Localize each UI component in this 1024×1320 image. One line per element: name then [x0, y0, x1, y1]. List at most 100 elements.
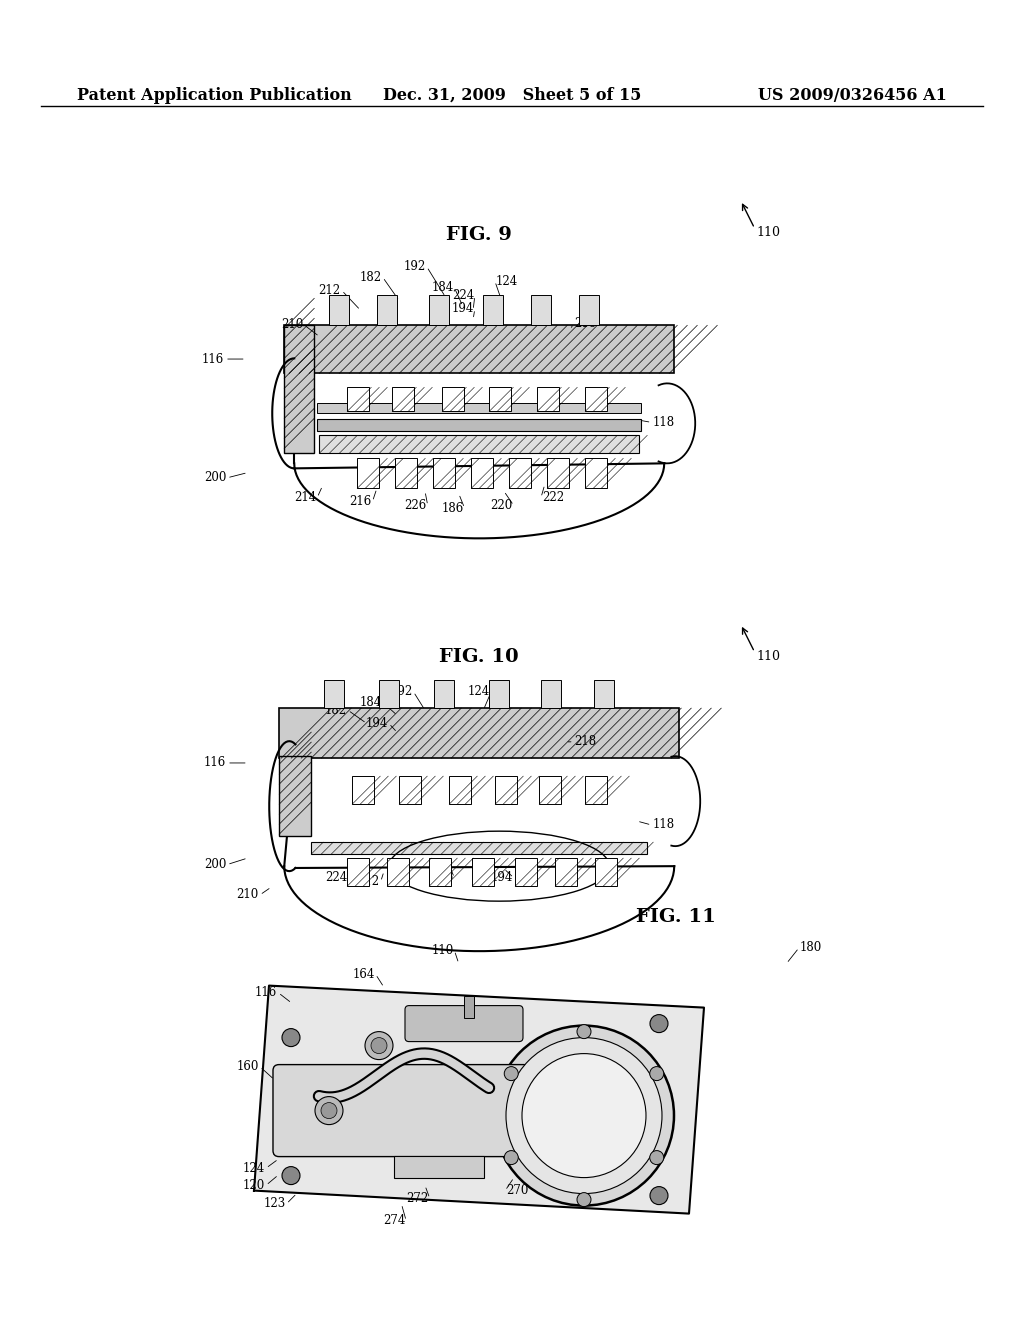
Bar [317, 420, 641, 432]
Text: 124: 124 [496, 275, 518, 288]
Bar [357, 458, 379, 488]
Circle shape [650, 1151, 664, 1164]
Text: US 2009/0326456 A1: US 2009/0326456 A1 [759, 87, 947, 103]
Text: 212: 212 [318, 284, 341, 297]
Bar [285, 325, 314, 453]
Bar [586, 458, 607, 488]
Bar [442, 387, 464, 412]
Bar [509, 458, 531, 488]
Bar [555, 858, 578, 886]
Text: 194: 194 [366, 717, 388, 730]
Text: 118: 118 [605, 1113, 628, 1126]
Circle shape [365, 1032, 393, 1060]
Text: 186: 186 [441, 502, 464, 515]
Circle shape [650, 1187, 668, 1205]
Circle shape [321, 1102, 337, 1118]
Bar [399, 776, 421, 804]
Text: FIG. 9: FIG. 9 [446, 226, 512, 244]
Text: 116: 116 [204, 756, 226, 770]
Circle shape [522, 1053, 646, 1177]
Text: 110: 110 [757, 226, 780, 239]
Bar [280, 708, 679, 758]
Bar [515, 858, 538, 886]
Bar [586, 776, 607, 804]
Bar [489, 387, 511, 412]
Circle shape [650, 1067, 664, 1081]
Bar [429, 858, 452, 886]
Circle shape [504, 1151, 518, 1164]
Bar [280, 756, 311, 836]
Text: 116: 116 [255, 986, 278, 999]
Bar [395, 458, 417, 488]
Bar [285, 325, 674, 374]
Bar [489, 680, 509, 708]
Text: 192: 192 [390, 685, 413, 698]
Text: 200: 200 [204, 858, 226, 871]
Text: 123: 123 [263, 1197, 286, 1210]
Text: 118: 118 [652, 818, 675, 832]
Circle shape [282, 1028, 300, 1047]
Bar [387, 858, 410, 886]
Bar [542, 680, 561, 708]
Bar [496, 776, 517, 804]
Text: 110: 110 [431, 944, 454, 957]
Circle shape [494, 1026, 674, 1205]
Text: 222: 222 [542, 491, 564, 504]
Text: 192: 192 [403, 260, 426, 273]
Bar [472, 858, 495, 886]
Bar [595, 858, 617, 886]
Bar [434, 680, 455, 708]
Text: Patent Application Publication: Patent Application Publication [77, 87, 351, 103]
Circle shape [282, 1167, 300, 1184]
Text: Dec. 31, 2009   Sheet 5 of 15: Dec. 31, 2009 Sheet 5 of 15 [383, 87, 641, 103]
Text: 124: 124 [468, 685, 490, 698]
Text: 184: 184 [359, 696, 382, 709]
Circle shape [577, 1192, 591, 1206]
Text: 218: 218 [574, 735, 597, 748]
Bar [317, 404, 641, 413]
Bar [538, 387, 559, 412]
Text: 120: 120 [243, 1179, 265, 1192]
Bar [429, 296, 450, 325]
Text: 118: 118 [652, 416, 675, 429]
Text: 200: 200 [204, 471, 226, 484]
Bar [392, 387, 415, 412]
Circle shape [650, 1015, 668, 1032]
Text: FIG. 10: FIG. 10 [439, 648, 519, 667]
Text: 160: 160 [237, 1060, 259, 1073]
Text: 226: 226 [404, 499, 427, 512]
Bar [311, 842, 647, 854]
FancyBboxPatch shape [273, 1065, 530, 1156]
Text: 220: 220 [490, 499, 513, 512]
Bar [450, 776, 471, 804]
Text: 182: 182 [359, 271, 382, 284]
FancyBboxPatch shape [406, 1006, 523, 1041]
Text: 224: 224 [452, 289, 474, 302]
Bar [471, 458, 494, 488]
Text: 210: 210 [237, 888, 259, 902]
Text: 270: 270 [506, 1184, 528, 1197]
Bar [394, 1155, 484, 1177]
Text: 184: 184 [431, 281, 454, 294]
Text: 124: 124 [243, 1162, 265, 1175]
Bar [540, 776, 561, 804]
Bar [433, 458, 456, 488]
Bar [330, 296, 349, 325]
Text: 164: 164 [352, 968, 375, 981]
Text: 218: 218 [574, 317, 597, 330]
Text: 194: 194 [452, 302, 474, 315]
Bar [319, 436, 639, 453]
Text: 272: 272 [407, 1192, 429, 1205]
Bar [483, 296, 503, 325]
Polygon shape [254, 986, 703, 1213]
Text: 180: 180 [800, 941, 822, 954]
Bar [531, 296, 551, 325]
Text: 182: 182 [325, 704, 347, 717]
Circle shape [504, 1067, 518, 1081]
Circle shape [371, 1038, 387, 1053]
Bar [379, 680, 399, 708]
Bar [586, 387, 607, 412]
Bar [352, 776, 374, 804]
Bar [347, 387, 370, 412]
Text: 274: 274 [383, 1214, 406, 1228]
